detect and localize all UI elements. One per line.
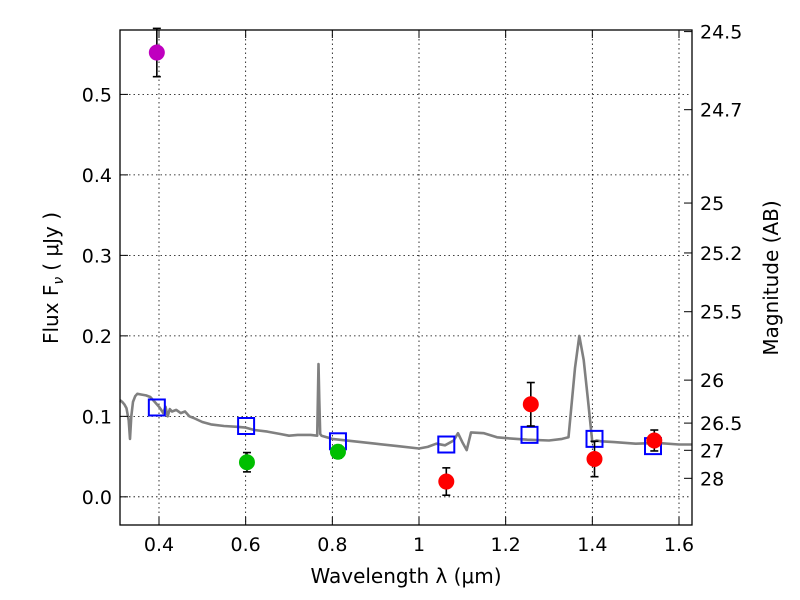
x-tick-label: 1.6 (664, 534, 694, 556)
y-tick-label: 0.5 (82, 84, 112, 106)
model-photometry-square (520, 425, 539, 444)
right-tick-label: 25.2 (700, 243, 742, 265)
y-tick-label: 0.3 (82, 245, 112, 267)
model-sed-line (119, 334, 692, 452)
y-tick-label: 0.4 (82, 165, 112, 187)
x-tick-label: 1 (413, 534, 425, 556)
x-tick-label: 1.2 (491, 534, 521, 556)
observed-point (586, 451, 603, 467)
observed-point (646, 432, 663, 449)
right-tick-label: 25 (700, 193, 724, 215)
model-photometry-square (237, 417, 256, 435)
right-tick-label: 24.5 (700, 22, 742, 44)
y-axis-title-unit: ( μJy ) (39, 212, 63, 271)
y-tick-label: 0.1 (82, 406, 112, 428)
data-layer (119, 27, 692, 497)
y-axis-title-main: Flux F (39, 285, 63, 344)
right-tick-label: 28 (700, 468, 724, 490)
x-tick-label: 0.4 (144, 534, 174, 556)
x-tick-label: 0.6 (231, 534, 261, 556)
grid-layer (120, 30, 692, 525)
y-axis-title-sub: ν (51, 277, 67, 285)
observed-point (329, 443, 346, 460)
x-axis-title: Wavelength λ (μm) (310, 564, 501, 588)
right-tick-label: 27 (700, 440, 724, 462)
y-tick-label: 0.0 (82, 487, 112, 509)
model-photometry-square (147, 398, 166, 417)
right-tick-label: 26.5 (700, 413, 742, 435)
observed-point (238, 454, 255, 471)
tick-layer: 0.4 0.6 0.8 1 1.2 1.4 1.6 0.0 0.1 0.2 0.3 0.4 0.5 24.… (82, 22, 743, 556)
right-tick-label: 25.5 (700, 302, 742, 324)
observed-point (148, 44, 165, 61)
x-tick-label: 0.8 (317, 534, 347, 556)
model-photometry-square (437, 435, 456, 454)
right-tick-label: 24.7 (700, 100, 742, 122)
y-tick-label: 0.2 (82, 326, 112, 348)
y-axis-title: Flux Fν ( μJy ) (39, 212, 67, 344)
observed-point (438, 473, 455, 490)
plot-frame (119, 29, 693, 526)
x-tick-label: 1.4 (577, 534, 607, 556)
right-tick-label: 26 (700, 370, 724, 392)
right-axis-title: Magnitude (AB) (759, 200, 783, 355)
observed-point (522, 396, 539, 413)
